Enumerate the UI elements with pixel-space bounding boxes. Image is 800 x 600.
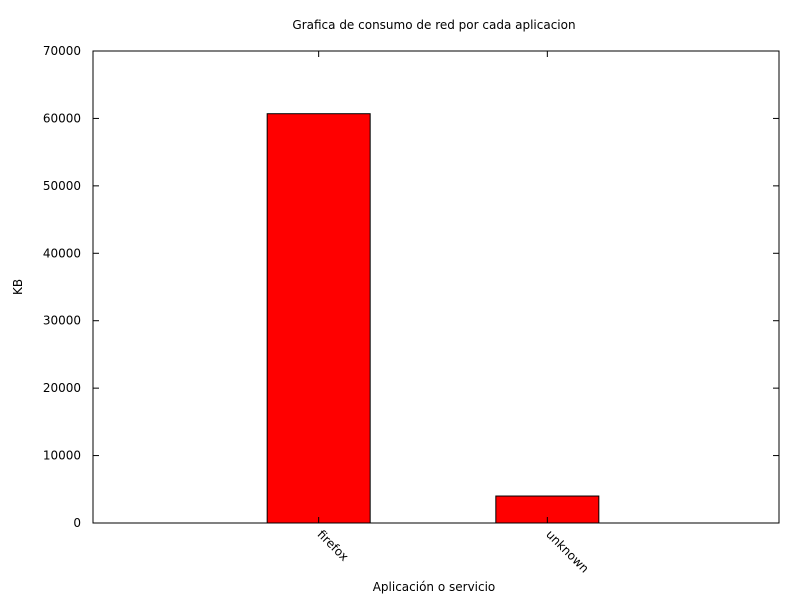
y-tick-label: 10000 xyxy=(43,449,81,463)
y-tick-label: 60000 xyxy=(43,111,81,125)
x-tick-label-unknown: unknown xyxy=(543,527,591,575)
y-tick-label: 20000 xyxy=(43,381,81,395)
y-tick-label: 0 xyxy=(73,516,81,530)
y-axis: 0 10000 20000 30000 40000 50000 60000 70000 xyxy=(43,44,779,530)
y-tick-label: 30000 xyxy=(43,314,81,328)
bar-firefox xyxy=(266,113,371,524)
y-axis-title: KB xyxy=(11,279,25,295)
y-tick-label: 40000 xyxy=(43,246,81,260)
chart-title: Grafica de consumo de red por cada aplic… xyxy=(292,18,575,32)
y-tick-label: 50000 xyxy=(43,179,81,193)
y-tick-label: 70000 xyxy=(43,44,81,58)
bars-group xyxy=(266,113,600,524)
x-axis-title: Aplicación o servicio xyxy=(373,580,496,594)
x-tick-label-firefox: firefox xyxy=(315,527,352,564)
plot-area xyxy=(92,50,780,524)
